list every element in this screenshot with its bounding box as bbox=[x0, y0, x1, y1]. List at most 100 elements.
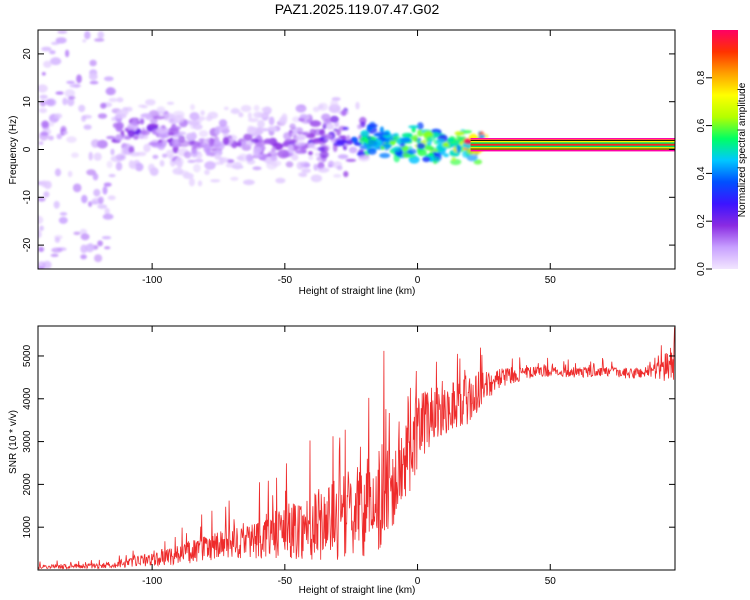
heatmap-cell bbox=[450, 158, 462, 166]
heatmap-cell bbox=[86, 169, 96, 176]
spectrogram-xlabel: Height of straight line (km) bbox=[299, 286, 416, 297]
heatmap-cell bbox=[318, 104, 324, 110]
heatmap-cell bbox=[94, 254, 103, 263]
y-tick-label: -10 bbox=[22, 190, 33, 205]
heatmap-cell bbox=[38, 215, 44, 225]
heatmap-cell bbox=[55, 91, 64, 95]
heatmap-cell bbox=[116, 97, 124, 103]
heatmap-cell bbox=[337, 154, 349, 160]
heatmap-cell bbox=[89, 80, 99, 85]
heatmap-cell bbox=[48, 135, 54, 141]
heatmap-cell bbox=[412, 134, 419, 143]
heatmap-cell bbox=[261, 106, 273, 113]
heatmap-cell bbox=[93, 188, 101, 197]
heatmap-cell bbox=[309, 128, 317, 135]
heatmap-cell bbox=[141, 105, 148, 109]
heatmap-cell bbox=[332, 143, 338, 152]
heatmap-cell bbox=[367, 139, 377, 143]
heatmap-cell bbox=[301, 168, 311, 174]
heatmap-cell bbox=[299, 173, 308, 178]
heatmap-cell bbox=[130, 165, 137, 170]
heatmap-cell bbox=[290, 123, 296, 128]
heatmap-cell bbox=[54, 113, 63, 119]
heatmap-cell bbox=[167, 131, 175, 136]
heatmap-cell bbox=[333, 174, 342, 178]
heatmap-cell bbox=[319, 129, 325, 133]
heatmap-cell bbox=[227, 159, 235, 164]
heatmap-cell bbox=[54, 168, 62, 177]
heatmap-cell bbox=[270, 146, 277, 155]
heatmap-cell bbox=[237, 140, 242, 147]
heatmap-cell bbox=[39, 131, 49, 141]
heatmap-cell bbox=[406, 148, 417, 155]
heatmap-cell bbox=[390, 147, 401, 152]
heatmap-cell bbox=[321, 113, 331, 121]
heatmap-cell bbox=[143, 143, 151, 153]
heatmap-cell bbox=[97, 31, 105, 39]
heatmap-cell bbox=[308, 151, 313, 156]
heatmap-cell bbox=[145, 99, 156, 106]
heatmap-cell bbox=[159, 160, 165, 167]
heatmap-cell bbox=[283, 132, 292, 141]
heatmap-cell bbox=[232, 161, 243, 170]
heatmap-cell bbox=[50, 57, 62, 66]
heatmap-cell bbox=[218, 119, 228, 127]
heatmap-cell bbox=[246, 128, 258, 134]
heatmap-cell bbox=[223, 106, 229, 111]
heatmap-cell bbox=[84, 31, 91, 40]
heatmap-cell bbox=[297, 127, 304, 132]
heatmap-cell bbox=[407, 146, 413, 150]
heatmap-cell bbox=[436, 138, 446, 145]
heatmap-cell bbox=[49, 50, 56, 55]
heatmap-cell bbox=[152, 154, 159, 159]
heatmap-cell bbox=[142, 134, 149, 140]
heatmap-cell bbox=[162, 153, 168, 158]
heatmap-cell bbox=[292, 116, 301, 123]
heatmap-cell bbox=[190, 104, 195, 111]
heatmap-cell bbox=[66, 80, 75, 84]
heatmap-cell bbox=[214, 161, 222, 165]
heatmap-cell bbox=[447, 137, 455, 143]
heatmap-cell bbox=[53, 200, 60, 209]
heatmap-cell bbox=[102, 186, 108, 195]
heatmap-cell bbox=[304, 131, 310, 138]
heatmap-cell bbox=[247, 112, 252, 120]
heatmap-cell bbox=[204, 169, 210, 175]
heatmap-cell bbox=[208, 139, 215, 147]
heatmap-cell bbox=[73, 231, 81, 235]
heatmap-cell bbox=[200, 110, 205, 116]
heatmap-cell bbox=[268, 127, 278, 132]
heatmap-cell bbox=[85, 243, 95, 253]
heatmap-cell bbox=[253, 104, 260, 112]
heatmap-cell bbox=[198, 130, 209, 138]
heatmap-cell bbox=[379, 126, 384, 134]
heatmap-cell bbox=[382, 131, 390, 136]
heatmap-cell bbox=[313, 163, 319, 171]
heatmap-cell bbox=[294, 134, 306, 141]
heatmap-cell bbox=[82, 39, 87, 43]
heatmap-cell bbox=[115, 153, 126, 161]
heatmap-cell bbox=[317, 146, 326, 152]
heatmap-cell bbox=[236, 155, 245, 161]
heatmap-cell bbox=[140, 113, 153, 118]
heatmap-cell bbox=[401, 132, 413, 138]
heatmap-cell bbox=[360, 121, 366, 128]
heatmap-cell bbox=[408, 125, 419, 129]
heatmap-cell bbox=[325, 134, 333, 140]
heatmap-cell bbox=[155, 127, 168, 135]
heatmap-cell bbox=[383, 143, 392, 149]
heatmap-cell bbox=[215, 138, 220, 145]
snr-ticks: -100 -50 0 50 1000 2000 3000 4000 5000 bbox=[22, 326, 675, 587]
heatmap-cell bbox=[282, 141, 290, 146]
heatmap-cell bbox=[240, 105, 252, 112]
heatmap-cell bbox=[147, 123, 159, 127]
heatmap-cell bbox=[127, 129, 135, 138]
y-tick-label: 10 bbox=[22, 96, 33, 108]
heatmap-cell bbox=[156, 106, 166, 115]
heatmap-cell bbox=[115, 121, 124, 130]
heatmap-cell bbox=[98, 196, 104, 205]
heatmap-cell bbox=[277, 149, 290, 159]
heatmap-cell bbox=[128, 146, 135, 154]
heatmap-cell bbox=[309, 120, 322, 127]
heatmap-cell bbox=[367, 123, 378, 128]
